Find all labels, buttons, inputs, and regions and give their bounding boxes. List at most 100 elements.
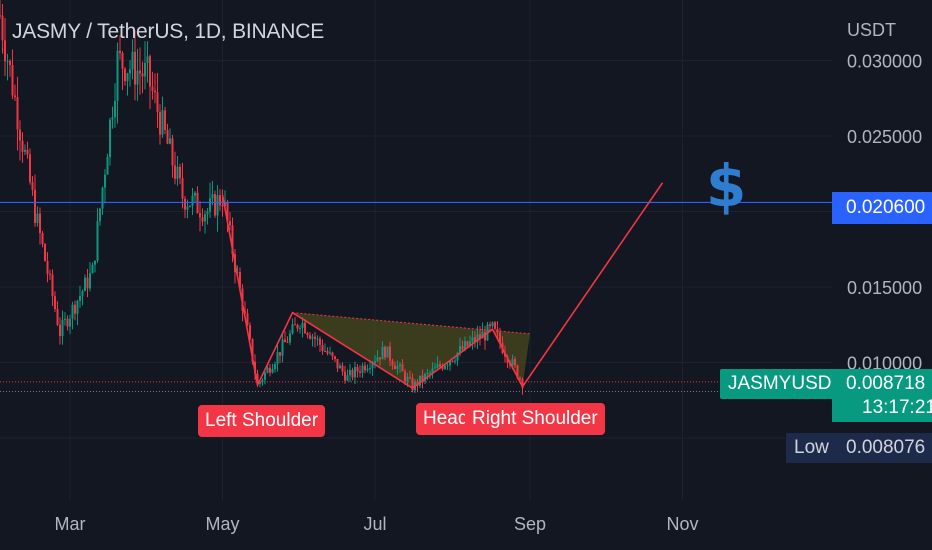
countdown-timer: 13:17:21 [862, 397, 932, 418]
right-shoulder-label: Right Shoulder [465, 403, 605, 435]
candle-body [151, 86, 154, 91]
candle-body [391, 360, 394, 366]
candle-body [109, 119, 111, 158]
candle-body [459, 346, 461, 353]
price-line-tag[interactable]: 0.020600 [832, 192, 932, 224]
pattern-line [221, 182, 664, 390]
candle-body [41, 233, 44, 245]
candle-body [404, 371, 406, 382]
candle-body [471, 337, 474, 342]
candle-body [121, 52, 124, 69]
candle-body [329, 352, 331, 354]
candle-body [489, 324, 491, 327]
candle-body [94, 260, 96, 265]
y-tick-label: 0.025000 [847, 127, 922, 147]
candle-body [114, 100, 116, 118]
candle-body [364, 365, 366, 371]
candle-body [226, 201, 229, 222]
candle-body [451, 360, 454, 362]
candle-body [101, 187, 104, 209]
candle-body [106, 157, 109, 175]
candle-body [71, 304, 74, 319]
candle-body [389, 346, 391, 361]
candle-body [419, 375, 421, 386]
candle-body [429, 372, 431, 374]
x-tick-label: Jul [363, 514, 386, 534]
candle-body [521, 378, 524, 389]
candle-body [16, 97, 19, 130]
candle-body [11, 65, 14, 96]
candle-body [111, 117, 114, 120]
candle-body [476, 334, 479, 343]
candle-body [446, 365, 449, 367]
candle-body [296, 324, 299, 329]
candle-body [194, 192, 196, 196]
candle-body [369, 368, 371, 370]
candle-body [119, 50, 121, 53]
candle-body [214, 194, 216, 216]
candle-body [124, 68, 126, 82]
candle-body [159, 112, 161, 135]
candle-body [359, 371, 361, 373]
candle-body [406, 376, 409, 382]
candle-body [191, 195, 194, 206]
candle-body [374, 361, 376, 363]
candle-body [154, 90, 156, 93]
candle-body [281, 339, 284, 356]
candle-body [514, 359, 516, 366]
candle-body [396, 366, 399, 370]
x-tick-label: Mar [55, 514, 86, 534]
candle-body [74, 304, 76, 314]
candle-body [261, 379, 264, 382]
candle-body [334, 356, 336, 360]
candle-body [499, 332, 501, 343]
candle-body [311, 336, 314, 339]
candle-body [221, 205, 224, 207]
last-price-tag: 0.008718 13:17:21 [832, 369, 932, 422]
candle-body [84, 277, 86, 292]
candle-body [409, 376, 411, 378]
candle-body [314, 336, 316, 339]
last-price-value: 0.008718 [846, 373, 926, 394]
candle-body [156, 92, 159, 113]
candle-body [166, 129, 169, 144]
pattern-fill-layer [257, 312, 530, 389]
candle-body [139, 70, 141, 74]
candle-body [269, 367, 271, 373]
candle-body [299, 327, 301, 329]
candle-body [104, 174, 106, 188]
candle-body [164, 110, 166, 130]
candle-body [81, 291, 84, 296]
candle-body [324, 351, 326, 353]
candle-body [144, 62, 146, 77]
candle-body [371, 362, 374, 369]
candle-body [149, 56, 151, 87]
candle-body [354, 366, 356, 378]
candle-body [256, 373, 259, 384]
candle-body [134, 51, 136, 85]
candle-body [14, 95, 16, 98]
candle-body [34, 189, 36, 223]
candle-body [179, 166, 181, 179]
x-tick-label: Sep [514, 514, 546, 534]
candle-body [129, 69, 131, 74]
candle-body [424, 374, 426, 382]
candle-body [434, 367, 436, 369]
candle-body [136, 70, 139, 85]
candles-layer [0, 0, 524, 395]
candle-body [229, 221, 231, 226]
candle-body [176, 166, 179, 179]
candle-body [239, 272, 241, 289]
candle-body [294, 324, 296, 326]
candle-body [384, 346, 386, 358]
candle-body [341, 365, 344, 372]
candle-body [0, 15, 1, 17]
candle-body [19, 129, 21, 141]
candle-body [376, 357, 379, 362]
candle-body [259, 381, 261, 384]
dollar-icon: $ [706, 152, 747, 220]
candle-body [51, 274, 54, 297]
candle-body [309, 335, 311, 339]
candle-body [54, 296, 56, 310]
